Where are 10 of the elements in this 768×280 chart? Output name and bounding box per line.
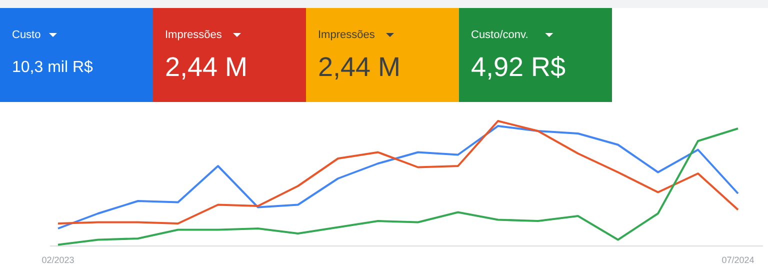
x-tick-label: 07/2024 [722, 255, 754, 265]
text: Custo/conv. [471, 29, 528, 41]
text: Impressões [318, 29, 376, 41]
text: 2,44 M [318, 52, 401, 82]
text: 4,92 R$ [471, 52, 566, 82]
text: Impressões [165, 29, 222, 41]
text: Custo [12, 29, 41, 41]
x-tick-label: 02/2023 [42, 255, 74, 265]
text: 10,3 mil R$ [12, 59, 94, 76]
text: 2,44 M [165, 52, 248, 82]
